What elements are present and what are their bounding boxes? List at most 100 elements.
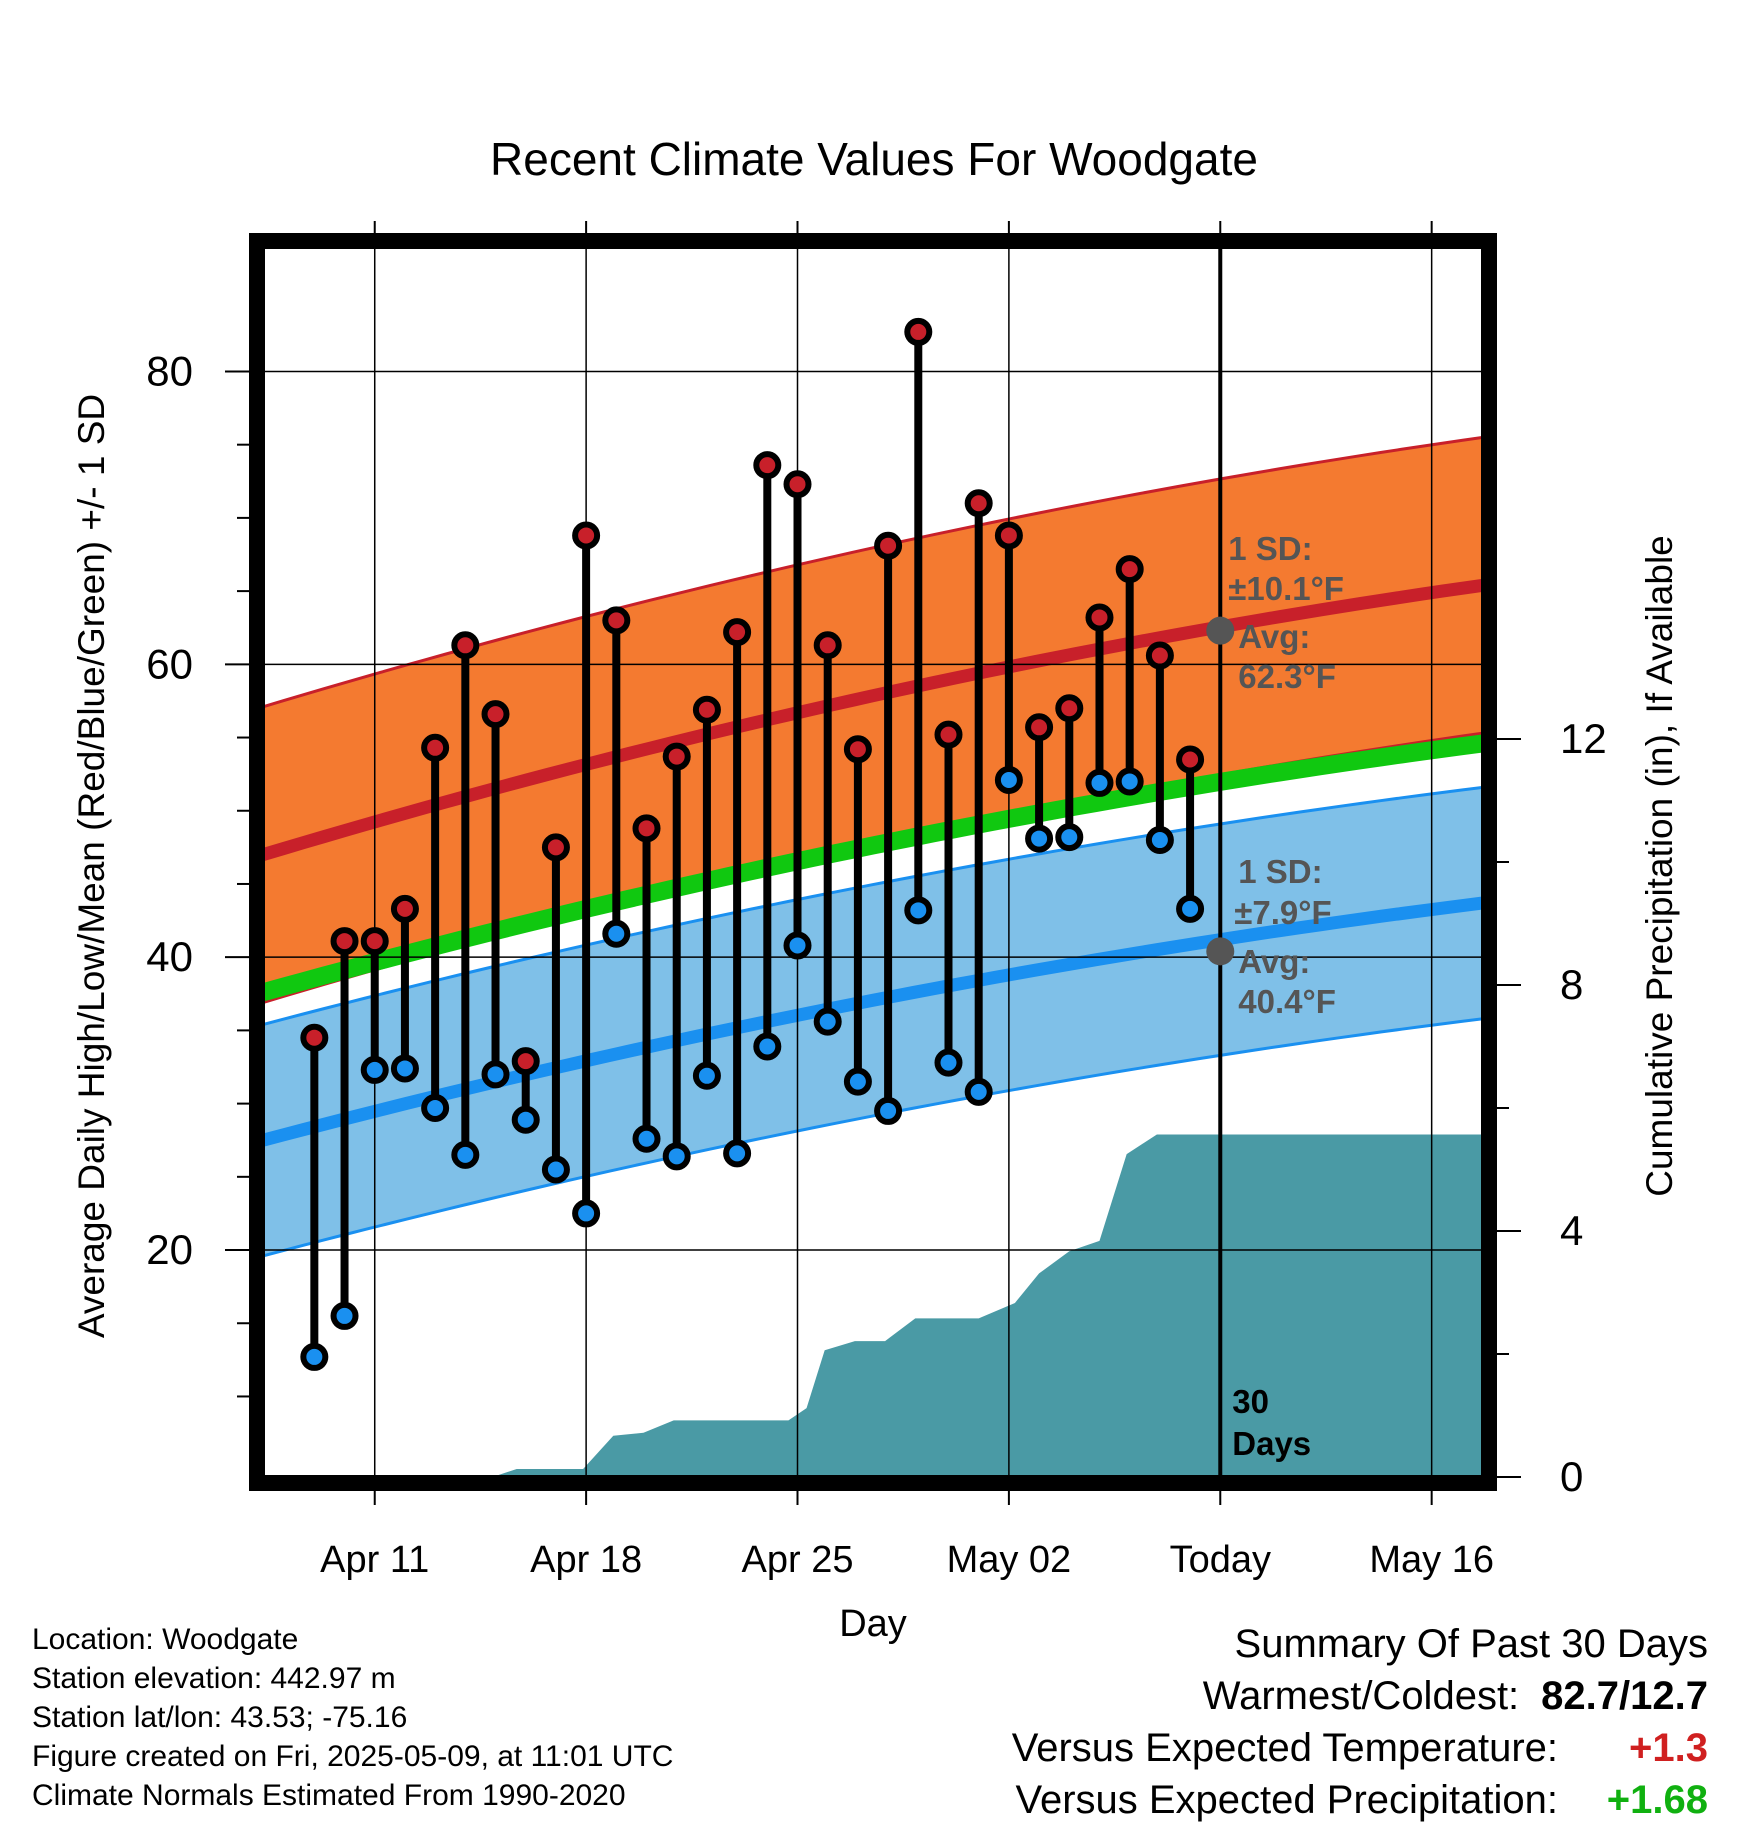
- low-avg-value: 40.4°F: [1238, 983, 1336, 1020]
- high-point: [451, 631, 480, 660]
- x-tick-label: Apr 11: [320, 1539, 429, 1581]
- low-point: [783, 931, 812, 960]
- high-point: [360, 927, 389, 956]
- created-text: Figure created on Fri, 2025-05-09, at 11…: [32, 1740, 674, 1773]
- low-point: [511, 1105, 540, 1134]
- today-high-avg-marker: [1206, 616, 1235, 645]
- high-point: [904, 317, 933, 346]
- window-days-label: Days: [1232, 1425, 1311, 1462]
- low-point: [1145, 826, 1174, 855]
- low-point: [1115, 767, 1144, 796]
- high-point: [390, 894, 419, 923]
- low-point: [753, 1032, 782, 1061]
- x-tick-label: Today: [1170, 1539, 1271, 1581]
- plot-frame: [249, 233, 1497, 1491]
- high-point: [300, 1023, 329, 1052]
- low-point: [874, 1096, 903, 1125]
- elevation-text: Station elevation: 442.97 m: [32, 1662, 396, 1695]
- y-right-tick-label: 0: [1560, 1453, 1583, 1500]
- high-sd-value: ±10.1°F: [1228, 570, 1344, 607]
- low-point: [1085, 768, 1114, 797]
- y-left-tick-label: 20: [146, 1226, 193, 1273]
- warm-cold-value: 82.7/12.7: [1541, 1674, 1708, 1718]
- y-right-tick-label: 8: [1560, 961, 1583, 1008]
- high-point: [1176, 745, 1205, 774]
- temp-anomaly-label: Versus Expected Temperature:: [1011, 1726, 1558, 1770]
- high-point: [572, 521, 601, 550]
- low-point: [602, 919, 631, 948]
- low-point: [964, 1077, 993, 1106]
- high-avg-label: Avg:: [1238, 618, 1310, 655]
- window-days-number: 30: [1232, 1383, 1269, 1420]
- high-point: [692, 695, 721, 724]
- low-point: [994, 766, 1023, 794]
- y-axis-label-left: Average Daily High/Low/Mean (Red/Blue/Gr…: [71, 394, 112, 1338]
- y-left-tick-label: 40: [146, 933, 193, 980]
- high-point: [964, 489, 993, 518]
- low-avg-label: Avg:: [1238, 943, 1310, 980]
- low-point: [813, 1007, 842, 1036]
- high-sd-label: 1 SD:: [1228, 530, 1312, 567]
- high-point: [662, 742, 691, 771]
- low-sd-value: ±7.9°F: [1234, 894, 1331, 931]
- normal-high-band: [263, 437, 1483, 1003]
- warm-cold-row: Warmest/Coldest: 82.7/12.7: [1012, 1670, 1708, 1722]
- location-text: Location: Woodgate: [32, 1623, 299, 1656]
- low-point: [692, 1061, 721, 1090]
- low-point: [723, 1139, 752, 1168]
- high-point: [1145, 641, 1174, 670]
- low-point: [1025, 824, 1054, 853]
- high-point: [813, 631, 842, 660]
- normals-text: Climate Normals Estimated From 1990-2020: [32, 1779, 626, 1812]
- high-point: [1055, 694, 1084, 723]
- precip-anomaly-row: Versus Expected Precipitation: +1.68: [1012, 1774, 1708, 1826]
- high-point: [421, 733, 450, 762]
- high-point: [1115, 555, 1144, 584]
- chart-title: Recent Climate Values For Woodgate: [490, 133, 1258, 185]
- temp-anomaly-value: +1.3: [1629, 1726, 1708, 1770]
- x-tick-label: May 16: [1369, 1539, 1494, 1581]
- low-sd-label: 1 SD:: [1238, 853, 1322, 890]
- low-point: [632, 1124, 661, 1153]
- high-point: [843, 735, 872, 764]
- high-point: [723, 618, 752, 647]
- y-axis-label-right: Cumulative Precipitation (in), If Availa…: [1639, 535, 1680, 1197]
- high-point: [511, 1047, 540, 1076]
- station-info: Location: Woodgate Station elevation: 44…: [32, 1620, 673, 1815]
- warm-cold-label: Warmest/Coldest:: [1202, 1674, 1520, 1718]
- today-low-avg-marker: [1206, 937, 1235, 966]
- precip-anomaly-value: +1.68: [1606, 1778, 1708, 1822]
- high-point: [1025, 713, 1054, 742]
- precipitation-area: [263, 1134, 1483, 1477]
- high-point: [330, 927, 359, 956]
- temp-anomaly-row: Versus Expected Temperature: +1.3: [1012, 1722, 1708, 1774]
- low-point: [662, 1142, 691, 1171]
- y-left-tick-label: 60: [146, 640, 193, 687]
- y-left-tick-label: 80: [146, 347, 193, 394]
- high-point: [874, 531, 903, 560]
- high-point: [541, 833, 570, 862]
- high-point: [632, 814, 661, 843]
- x-tick-label: Apr 25: [742, 1539, 854, 1581]
- summary-panel: Summary Of Past 30 Days Warmest/Coldest:…: [1012, 1618, 1708, 1826]
- low-point: [330, 1301, 359, 1330]
- x-tick-label: May 02: [947, 1539, 1072, 1581]
- high-point: [481, 700, 510, 729]
- high-point: [934, 720, 963, 749]
- low-point: [843, 1067, 872, 1096]
- x-tick-label: Apr 18: [530, 1539, 642, 1581]
- y-right-tick-label: 4: [1560, 1207, 1583, 1254]
- low-point: [904, 896, 933, 925]
- x-axis-label: Day: [839, 1603, 907, 1645]
- y-right-tick-label: 12: [1560, 715, 1607, 762]
- low-point: [572, 1199, 601, 1228]
- low-point: [421, 1094, 450, 1122]
- low-point: [360, 1055, 389, 1084]
- low-point: [390, 1054, 419, 1083]
- high-point: [994, 521, 1023, 550]
- high-point: [753, 451, 782, 480]
- low-point: [1055, 823, 1084, 852]
